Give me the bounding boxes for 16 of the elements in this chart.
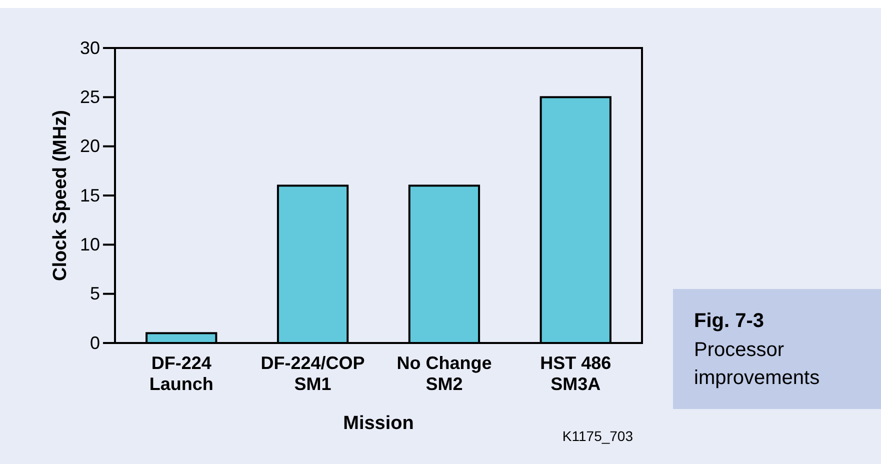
y-tick-label: 0 [90, 332, 100, 353]
y-tick-label: 30 [80, 38, 100, 58]
x-tick-label: DF-224 Launch [149, 353, 214, 394]
x-tick-label: No Change SM2 [396, 353, 492, 394]
y-tick-label: 20 [80, 136, 100, 156]
y-tick-label: 25 [80, 86, 100, 107]
x-tick-label: HST 486 SM3A [540, 353, 612, 394]
text: K1175_703 [562, 428, 634, 444]
x-tick-label: DF-224/COP SM1 [260, 353, 365, 394]
y-tick-label: 15 [80, 185, 100, 206]
y-tick-label: 5 [90, 284, 100, 304]
y-tick-label: 10 [80, 234, 100, 254]
y-axis-title: Clock Speed (MHz) [50, 110, 71, 282]
x-axis-title: Mission [343, 413, 414, 434]
text: Processor improvements [694, 339, 820, 389]
caption: Fig. 7-3 [694, 310, 764, 332]
